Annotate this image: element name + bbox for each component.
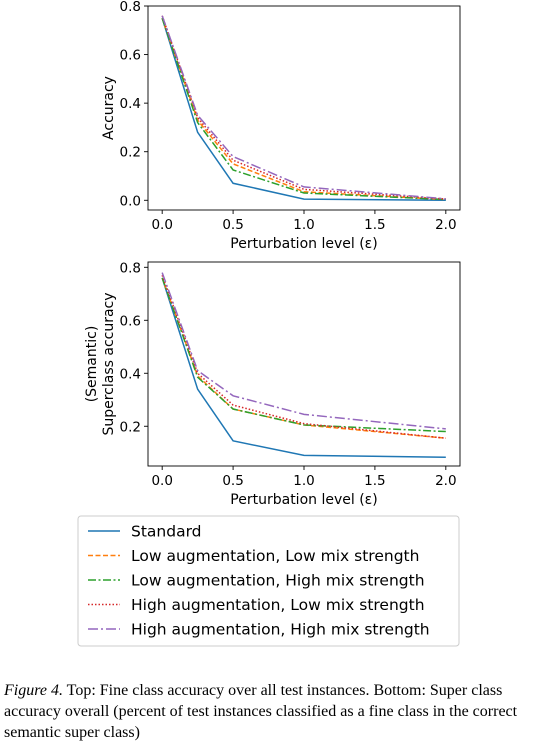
y-tick-label: 0.8 xyxy=(120,260,141,276)
x-tick-label: 0.0 xyxy=(151,217,172,233)
legend-label: Low augmentation, High mix strength xyxy=(131,572,425,590)
x-tick-label: 0.5 xyxy=(222,473,243,489)
x-tick-label: 1.0 xyxy=(293,217,314,233)
series-line-standard xyxy=(161,17,446,202)
series-line-high-augmentation-high-mix-strength xyxy=(161,272,446,430)
caption-text: Top: Fine class accuracy over all test i… xyxy=(4,682,518,741)
legend-label: High augmentation, High mix strength xyxy=(131,621,430,639)
y-tick-label: 0.4 xyxy=(120,96,141,112)
x-tick-label: 0.5 xyxy=(222,217,243,233)
x-axis-label: Perturbation level (ε) xyxy=(230,492,377,508)
figure: 0.0 0.5 1.0 1.5 2.0 0.0 0.2 0.4 0.6 0.8 Perturbati… xyxy=(77,0,461,647)
series-line-low-augmentation-high-mix-strength xyxy=(161,277,446,433)
legend-label: High augmentation, Low mix strength xyxy=(131,596,425,614)
x-tick-label: 1.5 xyxy=(364,473,385,489)
x-axis-label: Perturbation level (ε) xyxy=(230,236,377,252)
series-line-high-augmentation-low-mix-strength xyxy=(161,15,446,200)
series-line-high-augmentation-low-mix-strength xyxy=(161,274,446,439)
series-line-high-augmentation-high-mix-strength xyxy=(161,15,446,200)
y-tick-label: 0.6 xyxy=(120,313,141,329)
y-tick-label: 0.4 xyxy=(120,366,141,382)
x-tick-label: 1.0 xyxy=(293,473,314,489)
bottom-superclass-accuracy-chart: 0.0 0.5 1.0 1.5 2.0 0.2 0.4 0.6 0.8 Perturbation … xyxy=(84,260,461,508)
y-tick-label: 0.0 xyxy=(120,193,141,209)
y-tick-label: 0.2 xyxy=(120,419,141,435)
series-line-standard xyxy=(161,277,446,459)
x-tick-label: 2.0 xyxy=(435,473,456,489)
series-line-low-augmentation-low-mix-strength xyxy=(161,17,446,201)
x-tick-label: 2.0 xyxy=(435,217,456,233)
legend: Standard Low augmentation, Low mix streng… xyxy=(77,515,460,647)
y-tick-label: 0.2 xyxy=(120,145,141,161)
y-tick-label: 0.8 xyxy=(120,0,141,15)
y-axis-label-line: Superclass accuracy xyxy=(101,292,117,435)
legend-box xyxy=(77,515,460,647)
y-tick-label: 0.6 xyxy=(120,48,141,64)
y-axis-label-line: (Semantic) xyxy=(84,326,100,403)
x-tick-label: 1.5 xyxy=(364,217,385,233)
figure-caption: Figure 4. Top: Fine class accuracy over … xyxy=(4,680,544,743)
top-accuracy-chart: 0.0 0.5 1.0 1.5 2.0 0.0 0.2 0.4 0.6 0.8 Perturbati… xyxy=(101,0,461,252)
legend-label: Standard xyxy=(131,523,202,541)
y-axis-label-line: Accuracy xyxy=(101,76,117,140)
x-tick-label: 0.0 xyxy=(151,473,172,489)
legend-label: Low augmentation, Low mix strength xyxy=(131,547,419,565)
y-axis-label: Accuracy xyxy=(101,76,117,140)
caption-lead: Figure 4. xyxy=(4,682,63,699)
y-axis-label: (Semantic)Superclass accuracy xyxy=(84,292,117,435)
series-line-low-augmentation-high-mix-strength xyxy=(161,17,446,201)
